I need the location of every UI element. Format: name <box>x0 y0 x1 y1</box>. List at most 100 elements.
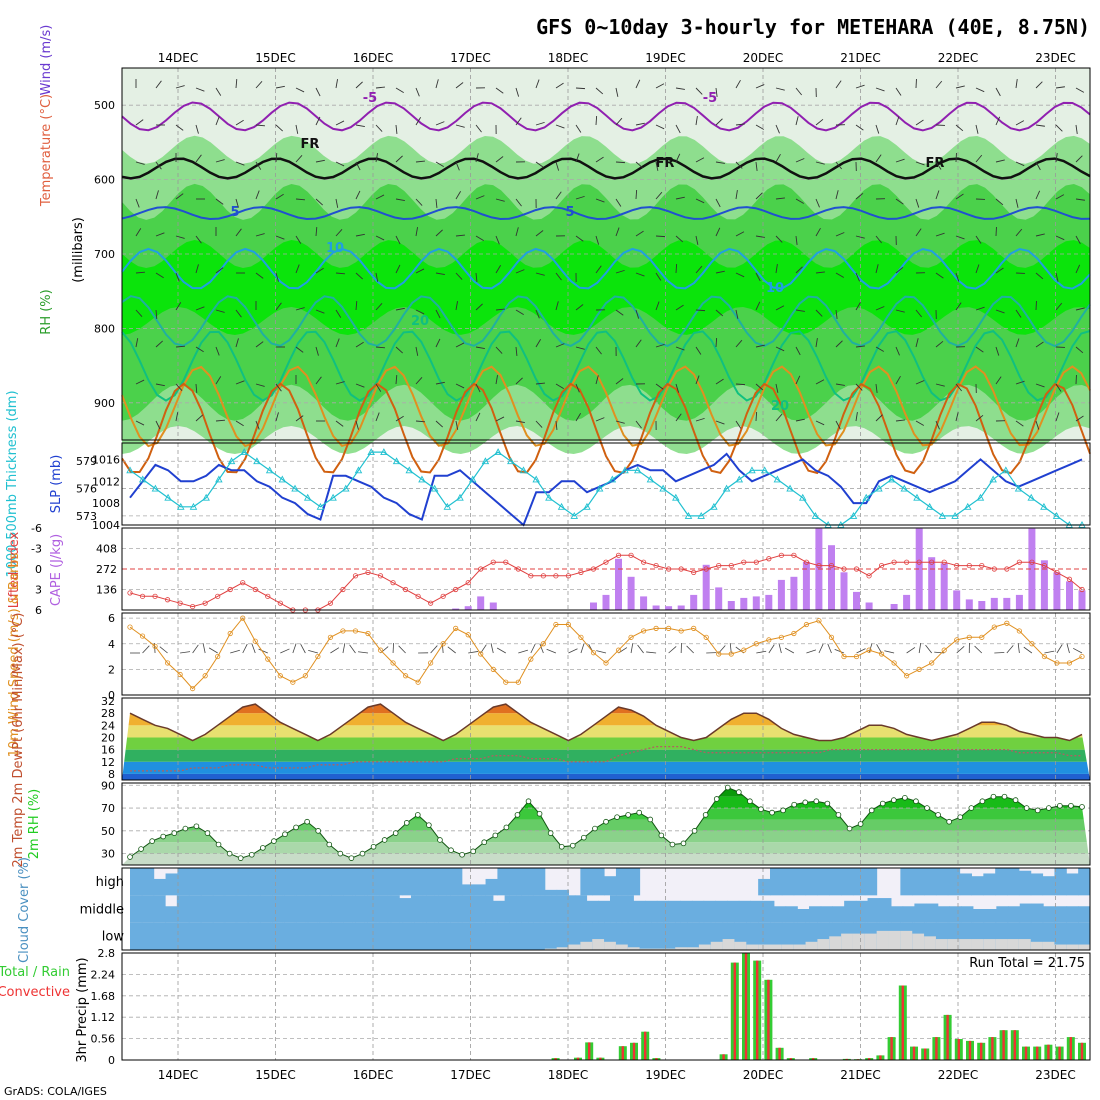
precip-tick-label: 2.24 <box>91 968 116 981</box>
rh2m-point <box>680 840 687 847</box>
isotherm-label: 5 <box>565 205 574 220</box>
wind-barb <box>135 161 145 165</box>
cloud-middle-bar <box>844 900 857 923</box>
wind-speed-point <box>954 637 960 643</box>
lifted-index-point <box>603 559 609 565</box>
wind-barb <box>355 233 365 237</box>
wind-barb <box>358 651 369 654</box>
cape-bar <box>990 597 998 610</box>
wind-barb <box>1055 124 1063 132</box>
thickness-point <box>380 448 388 456</box>
wind-barb <box>415 227 419 237</box>
thickness-point <box>659 484 667 492</box>
wind-barb <box>175 193 184 200</box>
cape-bar <box>1066 581 1073 610</box>
cloud-low-base <box>615 922 629 950</box>
wind-barb <box>827 643 832 654</box>
cloud-middle-bar <box>1054 906 1068 923</box>
wind-barb <box>258 648 268 654</box>
rh-tick-label: 70 <box>101 802 115 815</box>
lifted-index-point <box>202 600 208 606</box>
wind-barb <box>1023 646 1033 654</box>
wind-barb <box>715 118 723 126</box>
wind-barb <box>455 272 463 280</box>
wind-barb <box>555 272 562 281</box>
wind-barb <box>735 339 743 348</box>
wind-barb <box>575 235 584 242</box>
cloud-high-bar <box>473 884 487 896</box>
cape-bar <box>464 606 472 610</box>
wind-barb <box>300 643 306 654</box>
wind-speed-point <box>578 634 584 640</box>
cape-bar <box>940 563 948 610</box>
cloud-high-bar <box>1066 873 1079 896</box>
wind-speed-point <box>340 628 346 634</box>
wind-barb <box>155 80 162 89</box>
cloud-high-bar <box>924 868 937 896</box>
cloud-middle-bar <box>633 900 646 923</box>
cloud-high-bar <box>841 868 854 896</box>
wind-speed-point <box>352 628 359 634</box>
cloud-low-bar <box>758 944 771 950</box>
wind-barb <box>555 82 564 89</box>
wind-barb <box>415 309 425 315</box>
wind-barb <box>535 420 543 428</box>
wind-barb <box>1035 81 1043 89</box>
cloud-high-bar <box>556 889 570 896</box>
thickness-point <box>748 466 756 474</box>
lifted-index-point <box>653 562 659 569</box>
cape-bar <box>903 594 911 610</box>
wind-barb <box>280 648 290 654</box>
wind-barb <box>375 124 383 132</box>
wind-barb <box>935 190 940 200</box>
wind-barb <box>668 646 677 654</box>
wind-barb <box>575 346 585 350</box>
wind-barb <box>155 420 161 430</box>
wind-speed-point <box>828 634 835 640</box>
lifted-index-point <box>227 586 233 593</box>
wind-barb <box>495 156 504 163</box>
thickness-point <box>1002 466 1010 474</box>
wind-barb <box>175 272 180 282</box>
cloud-low-bar <box>734 941 747 950</box>
cloud-low-base <box>367 922 380 950</box>
cloud-middle-bar <box>410 895 424 923</box>
wind-barb <box>455 82 464 89</box>
wind-barb <box>735 190 738 200</box>
bottom-date-label: 16DEC <box>353 1068 393 1082</box>
wind-barb <box>155 383 165 387</box>
cloud-middle-bar <box>645 900 658 923</box>
wind-speed-point <box>803 621 810 628</box>
wind-barb <box>775 124 780 134</box>
thickness-tick-label: 579 <box>76 455 97 468</box>
wind-barb <box>342 643 346 654</box>
wind-barb <box>755 235 765 238</box>
wind-barb <box>335 272 346 275</box>
wind-speed-point <box>1079 653 1085 660</box>
bottom-date-label: 18DEC <box>548 1068 588 1082</box>
wind-barb <box>875 383 878 393</box>
rh2m-point <box>304 818 310 825</box>
rh2m-point <box>558 843 565 850</box>
lifted-index-point <box>816 562 822 569</box>
cape-bar <box>1053 572 1061 610</box>
wind-barb <box>251 643 256 654</box>
cloud-high-bar <box>402 868 415 896</box>
lifted-index-point <box>528 573 534 579</box>
cloud-middle-bar <box>340 895 353 923</box>
lifted-index-point <box>152 593 158 599</box>
wind-barb <box>735 420 742 429</box>
wind-barb <box>755 383 764 391</box>
wind-barb <box>475 412 481 422</box>
cloud-level-label: high <box>96 875 124 890</box>
wind-barb <box>595 156 604 163</box>
wind-barb <box>795 235 798 245</box>
wind-speed-point <box>428 660 434 666</box>
wind-barb <box>455 191 462 200</box>
wind-barb <box>1075 346 1084 354</box>
wind-barb <box>775 264 778 274</box>
wind-barb <box>295 198 306 201</box>
wind-barb <box>815 271 825 274</box>
run-total-label: Run Total = 21.75 <box>969 956 1085 971</box>
wind-barb <box>995 376 1002 385</box>
